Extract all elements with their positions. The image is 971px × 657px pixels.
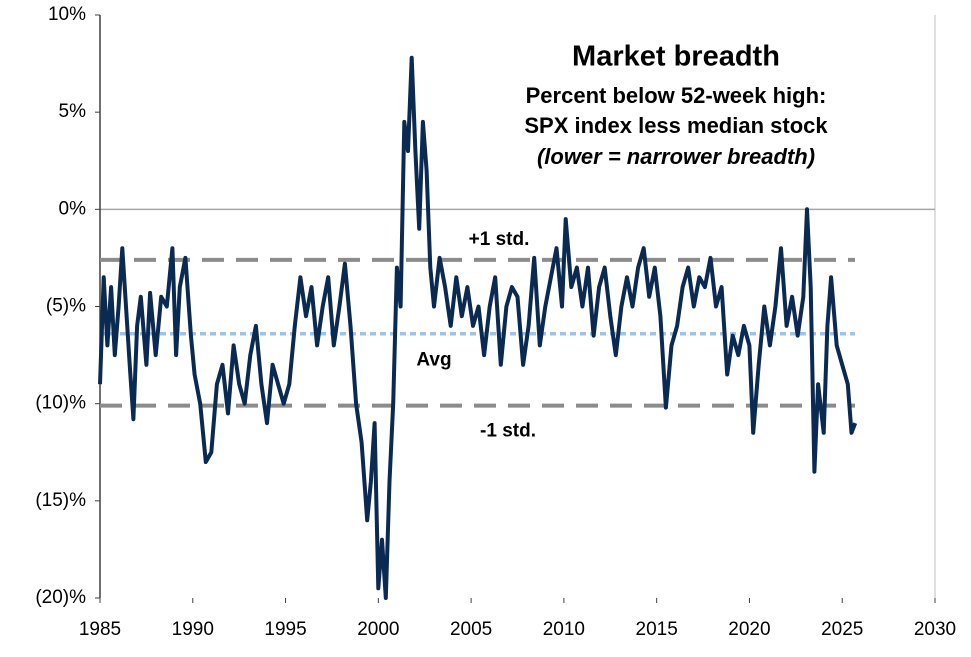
x-tick-label: 2000 [357, 619, 399, 640]
x-tick-label: 1995 [264, 619, 306, 640]
x-tick-label: 2010 [543, 619, 585, 640]
y-tick-label: 5% [59, 101, 87, 122]
x-tick-label: 2025 [821, 619, 863, 640]
chart-subtitle: SPX index less median stock [524, 113, 828, 138]
y-tick-label: 0% [59, 198, 87, 219]
x-tick-label: 2005 [450, 619, 492, 640]
reference-label: -1 std. [480, 421, 536, 442]
y-tick-label: (20)% [35, 587, 86, 608]
y-tick-label: (15)% [35, 490, 86, 511]
chart-subtitle: (lower = narrower breadth) [537, 144, 815, 169]
x-tick-label: 1985 [79, 619, 121, 640]
y-tick-label: (10)% [35, 393, 86, 414]
y-tick-label: (5)% [46, 296, 86, 317]
x-tick-label: 2015 [636, 619, 678, 640]
x-tick-label: 1990 [172, 619, 214, 640]
x-tick-label: 2030 [914, 619, 956, 640]
reference-label: Avg [416, 350, 451, 371]
chart-title: Market breadth [572, 41, 780, 73]
y-tick-label: 10% [48, 4, 86, 25]
chart-subtitle: Percent below 52-week high: [526, 83, 827, 108]
x-tick-label: 2020 [728, 619, 770, 640]
reference-label: +1 std. [469, 229, 530, 250]
data-line [98, 55, 858, 600]
